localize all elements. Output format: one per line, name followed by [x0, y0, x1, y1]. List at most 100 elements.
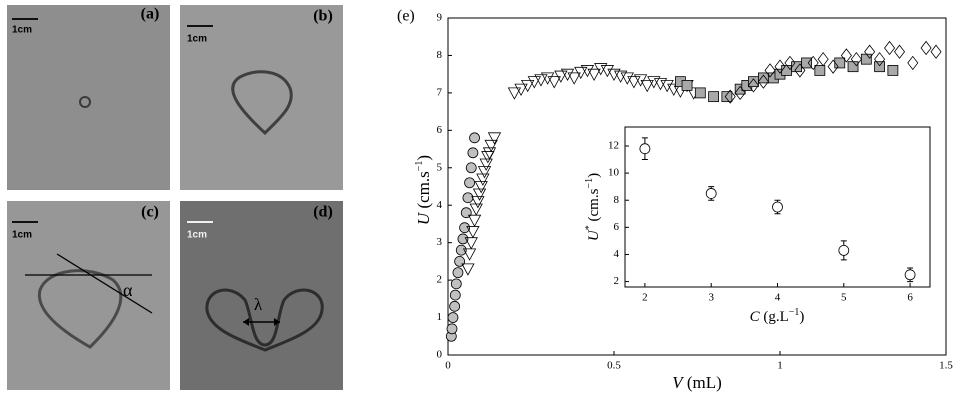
point: [847, 61, 859, 73]
point: [455, 244, 467, 256]
axis-label-part: ): [799, 309, 804, 325]
point: [461, 263, 475, 276]
point: [894, 44, 906, 59]
panel-label: (d): [313, 204, 333, 221]
point: [904, 269, 916, 281]
y-tick-label: 6: [437, 124, 443, 136]
point: [465, 162, 477, 174]
axis-label: U (cm.s−1): [414, 155, 433, 225]
point: [724, 89, 736, 104]
scale-label: 1cm: [12, 230, 32, 241]
point: [874, 61, 885, 73]
point: [747, 78, 759, 93]
point: [467, 147, 479, 159]
x-tick-label: 0: [445, 360, 451, 372]
point: [639, 143, 651, 155]
point: [708, 91, 719, 103]
y-tick-label: 4: [437, 199, 443, 211]
point: [446, 323, 458, 335]
scale-label: 1cm: [187, 34, 207, 45]
point: [540, 72, 555, 85]
point: [527, 76, 541, 89]
point: [449, 289, 461, 301]
point: [840, 48, 852, 63]
axis-label-part: U: [586, 229, 602, 241]
axis-label-part: *: [584, 225, 595, 230]
point: [450, 278, 462, 290]
axis-label-part: −1: [414, 161, 425, 172]
x-tick-label: 1: [777, 360, 783, 372]
point: [781, 65, 793, 76]
point: [521, 80, 535, 93]
y-tick-label: 1: [437, 311, 443, 323]
point: [554, 70, 568, 83]
axis-label-part: −1: [789, 307, 800, 318]
point: [864, 44, 876, 59]
axis-label-part: U: [414, 211, 433, 225]
point: [838, 244, 850, 256]
y-tick-label: 8: [614, 194, 620, 206]
point: [640, 80, 654, 93]
point: [464, 237, 478, 250]
point: [484, 139, 498, 153]
point: [547, 76, 561, 89]
point: [462, 192, 474, 204]
y-tick-label: 6: [614, 221, 620, 233]
axis-label: V (mL): [672, 373, 722, 392]
point: [587, 68, 601, 82]
x-tick-label: 6: [907, 292, 913, 304]
point: [567, 72, 581, 85]
point: [807, 55, 819, 71]
axis-label-part: (mL): [683, 373, 722, 392]
point: [507, 87, 522, 100]
y-tick-label: 5: [437, 161, 443, 173]
point: [817, 52, 829, 67]
point: [930, 44, 942, 59]
y-tick-label: 10: [608, 167, 620, 179]
axis-label-part: V: [672, 373, 685, 392]
point: [764, 63, 776, 78]
point: [874, 52, 886, 67]
point: [487, 132, 502, 145]
point: [462, 248, 477, 261]
point: [827, 59, 839, 74]
point: [660, 80, 674, 93]
point: [772, 201, 783, 213]
axis-label-part: C: [750, 309, 761, 325]
axis-label: U* (cm.s−1): [584, 173, 603, 241]
point: [620, 72, 634, 85]
point: [887, 65, 899, 76]
x-tick-label: 2: [642, 292, 648, 304]
point: [721, 91, 733, 103]
point: [534, 74, 548, 87]
point: [748, 76, 759, 88]
point: [758, 72, 769, 84]
point: [560, 68, 575, 82]
point: [460, 207, 472, 219]
point: [627, 76, 641, 89]
x-tick-label: 3: [708, 292, 714, 304]
wavelength-label: λ: [254, 295, 263, 314]
photo-d: λ 1cm (d): [180, 201, 343, 390]
point: [791, 61, 802, 73]
y-tick-label: 7: [437, 86, 443, 98]
x-tick-label: 4: [775, 292, 781, 304]
point: [447, 312, 459, 323]
point: [794, 63, 806, 78]
axis-label-part: −1: [584, 178, 595, 189]
point: [459, 222, 471, 234]
x-tick-label: 0.5: [607, 360, 621, 372]
point: [452, 267, 464, 279]
point: [801, 57, 812, 69]
y-tick-label: 2: [614, 275, 620, 287]
angle-label: α: [123, 280, 133, 300]
point: [784, 55, 796, 71]
axis-label-part: ): [414, 155, 433, 161]
y-tick-label: 0: [437, 349, 443, 361]
point: [600, 65, 615, 78]
axis-label-part: (cm.s: [414, 171, 433, 213]
point: [774, 59, 786, 74]
axis-label-part: (g.L: [760, 309, 789, 325]
